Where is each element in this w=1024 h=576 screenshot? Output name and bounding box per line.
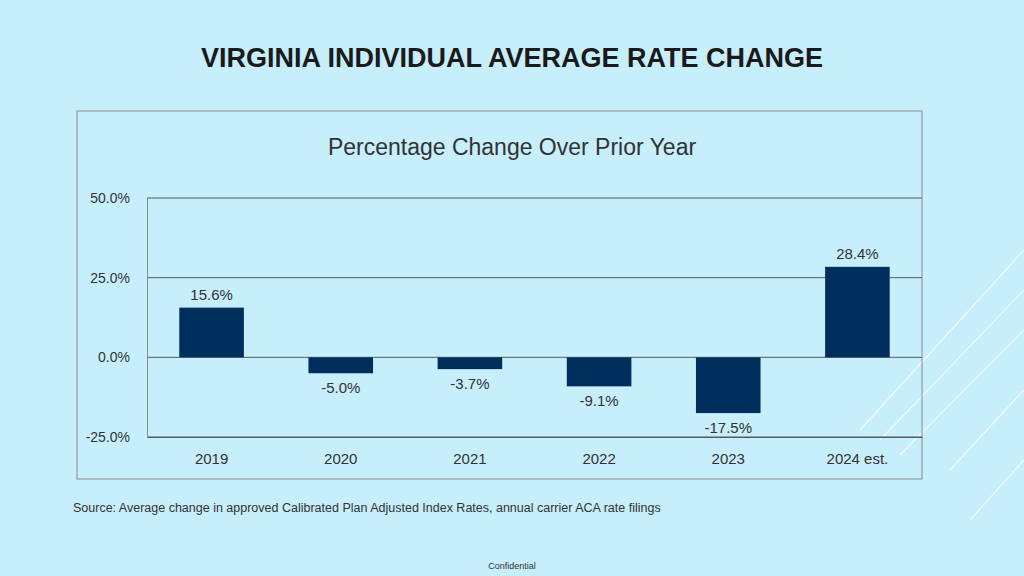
y-tick: -25.0%	[86, 429, 147, 445]
grid-line	[147, 198, 922, 199]
y-tick-label: -25.0%	[86, 429, 130, 445]
y-tick-label: 50.0%	[90, 190, 130, 206]
x-tick-label: 2022	[582, 450, 615, 467]
x-axis: 2019 2020 2021 2022 2023 2024 est.	[148, 437, 923, 467]
bar	[179, 308, 244, 358]
y-tick: 0.0%	[98, 349, 147, 365]
x-tick: 2020	[324, 437, 357, 467]
x-tick: 2019	[195, 437, 228, 467]
slide: VIRGINIA INDIVIDUAL AVERAGE RATE CHANGE P…	[0, 0, 1024, 576]
y-tick-label: 0.0%	[98, 349, 130, 365]
grid-line	[147, 437, 922, 438]
data-label: -3.7%	[450, 375, 489, 392]
grid	[147, 198, 922, 437]
grid-line	[147, 357, 922, 358]
data-labels: 15.6% -5.0% -3.7% -9.1% -17.5% 28.4%	[190, 245, 878, 436]
x-tick: 2022	[582, 437, 615, 467]
chart-title: Percentage Change Over Prior Year	[328, 134, 697, 160]
x-tick: 2024 est.	[827, 437, 889, 467]
data-label: 15.6%	[190, 286, 233, 303]
y-axis-line	[147, 199, 148, 438]
y-tick: 50.0%	[90, 190, 147, 206]
x-tick: 2021	[453, 437, 486, 467]
decoration-line	[970, 460, 1024, 520]
decoration-line	[880, 290, 1024, 440]
bar	[696, 357, 761, 413]
x-tick-label: 2023	[712, 450, 745, 467]
decoration-line	[950, 390, 1024, 470]
chart-frame	[77, 111, 922, 479]
decoration-line	[900, 330, 1024, 455]
title: VIRGINIA INDIVIDUAL AVERAGE RATE CHANGE	[201, 43, 823, 73]
data-label: -5.0%	[321, 379, 360, 396]
data-label: 28.4%	[836, 245, 879, 262]
x-axis-line	[148, 437, 923, 438]
bar	[308, 357, 373, 373]
bars	[179, 267, 889, 413]
grid-line	[147, 277, 922, 278]
bar	[438, 357, 503, 369]
x-tick-label: 2019	[195, 450, 228, 467]
background	[0, 0, 1024, 576]
x-tick-label: 2020	[324, 450, 357, 467]
x-tick: 2023	[712, 437, 745, 467]
footer: Confidential	[488, 561, 536, 571]
y-tick-label: 25.0%	[90, 270, 130, 286]
data-label: -17.5%	[704, 419, 752, 436]
data-label: -9.1%	[579, 392, 618, 409]
y-tick: 25.0%	[90, 270, 147, 286]
bar	[567, 357, 632, 386]
x-tick-label: 2024 est.	[827, 450, 889, 467]
x-tick-label: 2021	[453, 450, 486, 467]
source-note: Source: Average change in approved Calib…	[73, 501, 661, 515]
bar	[825, 267, 890, 358]
y-axis: -25.0% 0.0% 25.0% 50.0%	[86, 190, 148, 445]
